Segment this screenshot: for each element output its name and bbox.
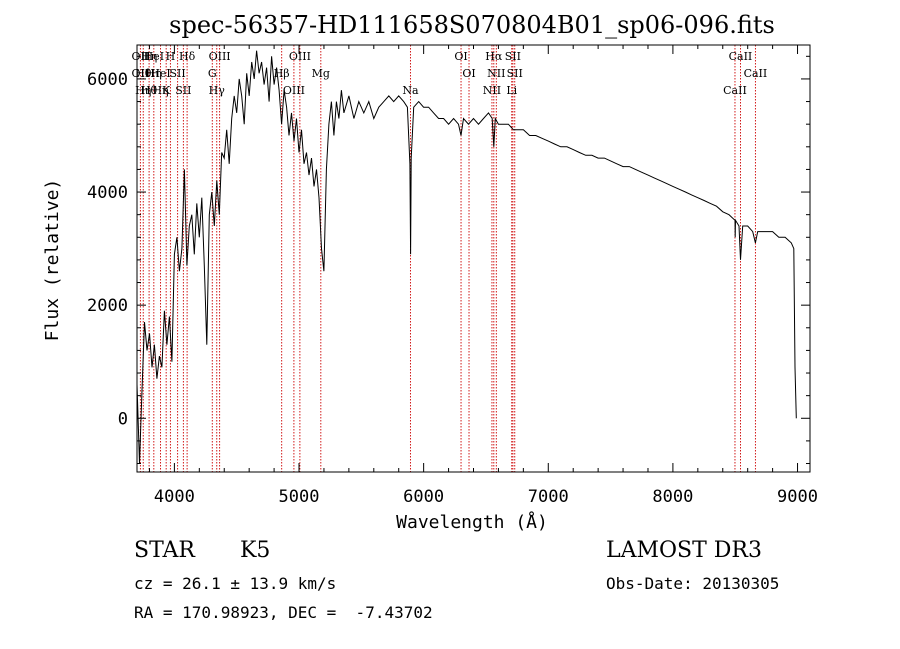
spectral-line-label: HeI — [144, 50, 164, 63]
spectral-line-label: SII — [170, 67, 186, 80]
y-axis-label: Flux (relative) — [42, 179, 63, 342]
x-tick-label: 8000 — [652, 487, 693, 507]
spectral-line-label: Hη — [146, 67, 162, 80]
spectral-line-label: H — [166, 50, 176, 63]
x-axis-ticks: 4000 5000 6000 7000 8000 9000 — [148, 45, 818, 507]
y-tick-label: 2000 — [87, 296, 128, 316]
spectral-line-label: Na — [402, 84, 419, 97]
spectral-line-label: HeI — [150, 67, 170, 80]
x-tick-label: 7000 — [528, 487, 569, 507]
spectral-line-label: OIII — [289, 50, 311, 63]
spectral-line-label: OI — [454, 50, 467, 63]
spectrum-series-line — [136, 50, 797, 464]
class-label: STAR — [134, 538, 195, 563]
spectral-line-label: Hδ — [179, 50, 196, 63]
spectral-line-labels: OIIOIIHθHηHθHηHeIHηHeIHηKHSIISIIHδGHγOII… — [132, 50, 768, 97]
spectral-line-label: Hθ — [135, 67, 152, 80]
spectral-line-label: Hη — [135, 84, 151, 97]
survey-label: LAMOST DR3 — [606, 538, 762, 563]
spectral-line-label: OII — [132, 67, 150, 80]
y-axis-ticks: 0 2000 4000 6000 — [87, 55, 810, 465]
spectral-line-label: G — [208, 67, 217, 80]
spectral-line-label: SII — [505, 50, 521, 63]
spectral-line-label: Hγ — [209, 84, 226, 97]
chart-title: spec-56357-HD111658S070804B01_sp06-096.f… — [169, 11, 775, 39]
spectral-line-label: CaII — [744, 67, 768, 80]
subclass-label: K5 — [240, 538, 271, 563]
y-tick-label: 0 — [118, 409, 128, 429]
spectral-line-label: SII — [507, 67, 523, 80]
spectral-line-label: NII — [487, 67, 505, 80]
spectral-line-label: K — [162, 84, 171, 97]
y-tick-label: 4000 — [87, 183, 128, 203]
spectral-line-label: Hη — [152, 84, 168, 97]
spectral-line-label: OI — [462, 67, 475, 80]
x-tick-label: 5000 — [279, 487, 320, 507]
spectral-line-label: Hη — [141, 50, 157, 63]
obs-date-text: Obs-Date: 20130305 — [606, 574, 780, 593]
redshift-text: cz = 26.1 ± 13.9 km/s — [134, 574, 337, 593]
spectral-line-label: NII — [483, 84, 501, 97]
y-tick-label: 6000 — [87, 70, 128, 90]
coordinates-text: RA = 170.98923, DEC = -7.43702 — [134, 603, 433, 622]
spectral-line-label: SII — [175, 84, 191, 97]
spectral-line-label: OIII — [209, 50, 231, 63]
x-tick-label: 9000 — [777, 487, 818, 507]
spectral-line-label: Mg — [312, 67, 330, 80]
spectral-line-label: OIII — [283, 84, 305, 97]
x-axis-label: Wavelength (Å) — [396, 511, 548, 533]
spectral-line-label: Hθ — [141, 84, 158, 97]
x-tick-label: 4000 — [154, 487, 195, 507]
spectral-line-label: CaII — [723, 84, 747, 97]
plot-frame — [136, 44, 811, 473]
spectral-line-label: Li — [506, 84, 517, 97]
spectral-line-label: Hα — [485, 50, 503, 63]
x-tick-label: 6000 — [403, 487, 444, 507]
spectral-line-label: CaII — [729, 50, 753, 63]
